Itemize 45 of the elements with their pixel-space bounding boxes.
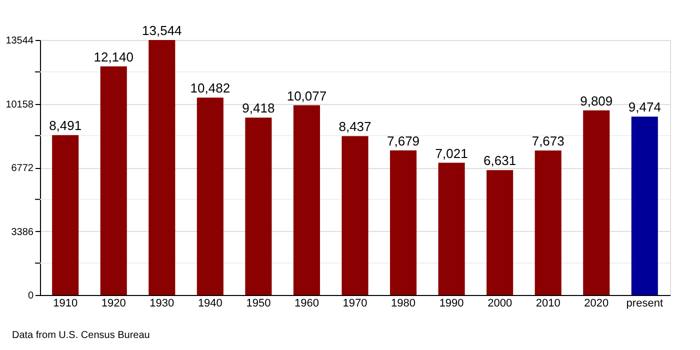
x-tick-label: 1960 <box>294 298 319 310</box>
bar <box>100 66 127 295</box>
data-label: 7,021 <box>435 146 468 161</box>
bar <box>293 105 320 295</box>
bar <box>342 136 368 295</box>
bar <box>631 116 658 295</box>
x-tick-label: 1950 <box>246 298 271 310</box>
bar <box>390 150 417 295</box>
bar <box>534 150 562 295</box>
data-label: 7,673 <box>532 134 564 149</box>
bar <box>438 162 465 295</box>
bar <box>52 135 79 295</box>
data-label: 12,140 <box>94 49 134 64</box>
x-tick-label: present <box>626 298 664 310</box>
x-tick-label: 2010 <box>536 298 560 310</box>
x-tick-label: 1920 <box>101 298 126 310</box>
x-tick-label: 1990 <box>439 298 464 310</box>
data-label: 7,679 <box>387 133 420 148</box>
x-tick-label: 2020 <box>584 298 609 310</box>
data-label: 9,809 <box>580 93 613 108</box>
data-label: 10,077 <box>286 88 327 104</box>
y-tick-label: 13544 <box>6 36 34 46</box>
x-tick-label: 1930 <box>150 298 174 310</box>
x-tick-label: 2000 <box>488 298 512 310</box>
data-label: 13,544 <box>142 23 182 38</box>
x-tick-label: 1970 <box>342 298 368 310</box>
bar <box>148 40 176 295</box>
x-tick-label: 1980 <box>391 298 416 310</box>
x-tick-label: 1940 <box>198 298 222 310</box>
bar <box>583 110 610 295</box>
y-tick-label: 10158 <box>6 99 34 110</box>
data-label: 10,482 <box>190 80 230 96</box>
y-tick-label: 6772 <box>11 163 34 174</box>
y-tick-label: 3386 <box>11 226 34 238</box>
bar <box>245 118 272 295</box>
bar <box>196 98 224 295</box>
text: Data from U.S. Census Bureau <box>12 330 150 341</box>
y-tick-label: 0 <box>28 290 34 302</box>
data-label: 9,418 <box>242 100 275 116</box>
data-label: 8,491 <box>49 118 82 134</box>
data-label: 8,437 <box>338 119 372 134</box>
data-label: 9,474 <box>628 100 661 115</box>
data-label: 6,631 <box>484 153 516 168</box>
x-tick-label: 1910 <box>53 298 78 310</box>
bar <box>486 170 514 295</box>
